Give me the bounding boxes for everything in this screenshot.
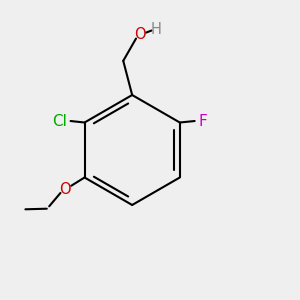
Text: H: H: [151, 22, 161, 37]
Text: Cl: Cl: [52, 113, 67, 128]
Text: F: F: [198, 113, 207, 128]
Text: O: O: [134, 27, 146, 42]
Text: O: O: [59, 182, 71, 197]
